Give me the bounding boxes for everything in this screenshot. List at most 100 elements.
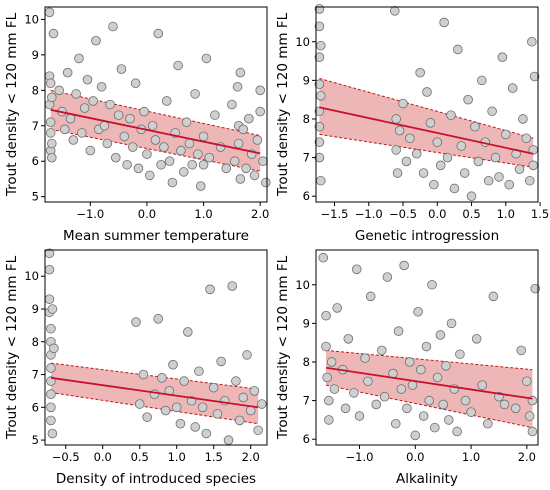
data-point [477, 380, 488, 390]
data-point [416, 364, 426, 375]
data-point [421, 341, 432, 352]
data-point [46, 138, 57, 149]
data-point [167, 177, 178, 188]
plot-frame [44, 249, 268, 446]
y-tick-label: 6 [303, 432, 310, 446]
data-point [459, 168, 470, 178]
data-point [332, 303, 342, 313]
data-point [227, 99, 237, 110]
data-point [60, 124, 70, 135]
data-point [389, 6, 400, 16]
data-point [527, 426, 538, 437]
data-point [193, 149, 203, 159]
data-point [44, 7, 55, 18]
data-point [427, 279, 437, 290]
data-point [487, 106, 497, 117]
data-point [242, 350, 252, 360]
data-point [340, 403, 351, 414]
data-point [521, 133, 532, 144]
data-point [45, 117, 56, 128]
data-point [410, 430, 421, 441]
data-point [349, 388, 359, 398]
x-axis-label: Density of introduced species [56, 471, 256, 487]
data-point [127, 142, 138, 152]
data-point [429, 179, 439, 190]
x-tick-label: 0.0 [406, 450, 424, 464]
data-point [108, 21, 118, 32]
band-lower-line [325, 384, 533, 429]
data-point [241, 163, 251, 174]
data-point [315, 91, 326, 101]
plot-frame [315, 249, 539, 446]
data-point [190, 422, 201, 432]
data-point [160, 405, 171, 416]
data-point [210, 110, 220, 120]
x-tick-label: 1.0 [194, 207, 212, 221]
data-point [46, 415, 56, 426]
data-point [490, 152, 501, 163]
data-point [179, 376, 189, 386]
data-point [171, 402, 182, 413]
data-point [314, 52, 325, 62]
x-axis-label: Alkalinity [396, 471, 458, 487]
data-point [261, 177, 271, 188]
y-tick-label: 8 [32, 83, 39, 97]
data-point [46, 92, 57, 103]
data-point [44, 264, 55, 275]
data-point [68, 135, 79, 145]
data-point [470, 121, 480, 132]
data-point [391, 145, 401, 155]
data-point [65, 113, 76, 124]
data-point [405, 133, 415, 144]
data-point [181, 117, 192, 128]
data-point [524, 411, 535, 421]
data-point [524, 175, 535, 186]
data-point [176, 145, 186, 156]
data-point [227, 281, 238, 291]
data-point [223, 435, 234, 445]
data-point [363, 376, 373, 387]
x-tick-label: −1.0 [355, 207, 383, 221]
data-point [235, 174, 246, 184]
fit-line [319, 106, 534, 155]
data-point [46, 152, 57, 163]
data-point [360, 353, 370, 363]
x-tick-label: 0.0 [138, 207, 156, 221]
data-point [122, 159, 132, 170]
x-tick-label: −0.5 [389, 207, 417, 221]
panel-mean-summer-temperature: −1.0 0.0 1.0 2.0 5 6 7 8 9 10 Mean summer temperat… [4, 6, 271, 244]
data-point [194, 366, 204, 377]
data-point [133, 163, 144, 174]
data-point [442, 152, 453, 163]
data-point [183, 327, 193, 337]
data-point [446, 318, 457, 329]
data-point [234, 415, 245, 426]
data-point [432, 372, 443, 383]
x-tick-label: −0.5 [52, 450, 80, 464]
y-axis-label: Trout density < 120 mm FL [4, 12, 20, 197]
data-point [424, 395, 435, 406]
data-point [411, 148, 422, 159]
data-point [399, 260, 409, 271]
data-point [466, 191, 477, 202]
data-point [324, 415, 334, 425]
data-point [197, 402, 208, 413]
data-point [401, 156, 412, 167]
data-point [257, 399, 267, 409]
data-point [138, 369, 149, 380]
data-point [139, 106, 149, 117]
data-point [321, 341, 331, 352]
y-tick-label: 7 [32, 368, 39, 382]
data-point [252, 135, 263, 145]
x-tick-label: 1.0 [462, 450, 480, 464]
data-point [195, 181, 206, 191]
band-upper-line [325, 349, 533, 371]
data-point [497, 52, 508, 62]
y-tick-label: 10 [295, 35, 310, 49]
x-tick-label: 1.0 [168, 450, 186, 464]
data-point [390, 418, 401, 429]
data-point [394, 125, 405, 136]
data-point [314, 106, 325, 117]
data-point [233, 138, 244, 149]
data-point [527, 36, 537, 47]
